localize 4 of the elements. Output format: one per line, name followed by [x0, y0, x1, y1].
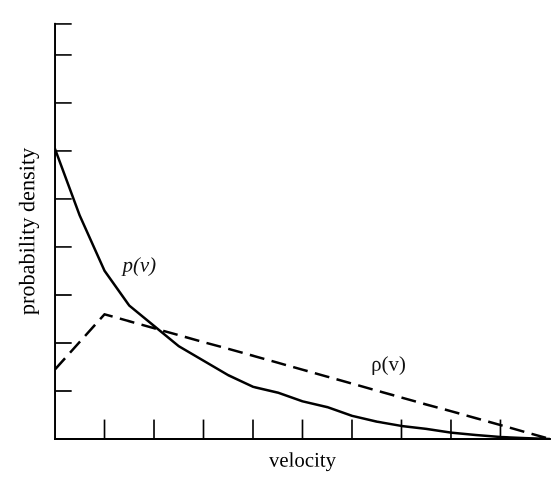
- series-label: p(v): [121, 257, 156, 276]
- y-axis-title: probability density: [18, 148, 40, 315]
- x-axis-title: velocity: [268, 452, 336, 472]
- series-label: ρ(v): [372, 356, 405, 376]
